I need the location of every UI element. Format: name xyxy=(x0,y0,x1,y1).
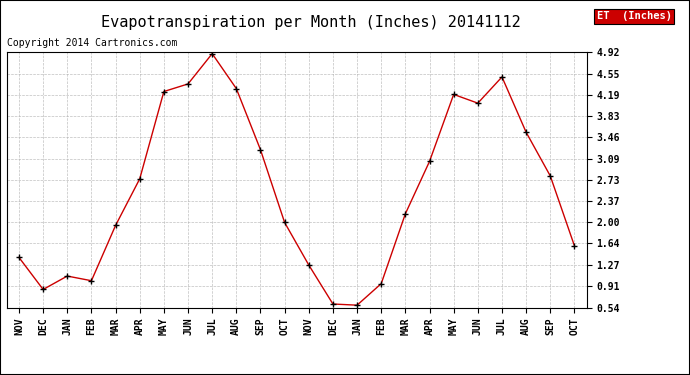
Text: Copyright 2014 Cartronics.com: Copyright 2014 Cartronics.com xyxy=(7,38,177,48)
Text: ET  (Inches): ET (Inches) xyxy=(597,11,672,21)
Text: Evapotranspiration per Month (Inches) 20141112: Evapotranspiration per Month (Inches) 20… xyxy=(101,15,520,30)
